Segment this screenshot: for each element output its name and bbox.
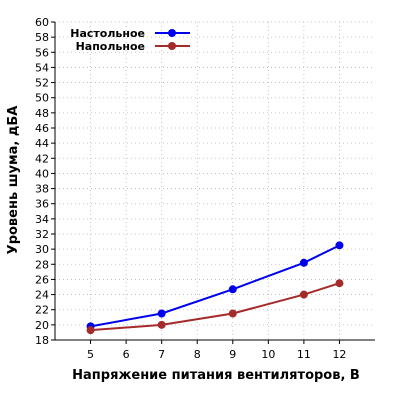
y-tick-label: 22	[35, 304, 49, 317]
data-point	[157, 320, 166, 329]
data-point	[228, 309, 237, 318]
x-tick-label: 6	[123, 348, 130, 361]
y-tick-label: 58	[35, 31, 49, 44]
y-tick-label: 52	[35, 77, 49, 90]
y-tick-label: 44	[35, 137, 49, 150]
y-tick-label: 20	[35, 319, 49, 332]
tick-labels: 1820222426283032343638404244464850525456…	[35, 16, 346, 361]
x-tick-label: 12	[332, 348, 346, 361]
y-tick-label: 60	[35, 16, 49, 29]
y-tick-label: 26	[35, 273, 49, 286]
y-tick-label: 30	[35, 243, 49, 256]
y-tick-label: 48	[35, 107, 49, 120]
x-tick-label: 5	[87, 348, 94, 361]
y-axis-title: Уровень шума, дБА	[6, 106, 21, 255]
data-point	[86, 326, 95, 335]
data-point	[335, 279, 344, 288]
y-tick-label: 28	[35, 258, 49, 271]
data-point	[299, 258, 308, 267]
y-tick-label: 56	[35, 46, 49, 59]
y-tick-label: 42	[35, 152, 49, 165]
series-group	[86, 241, 344, 335]
x-tick-label: 8	[194, 348, 201, 361]
data-point	[299, 290, 308, 299]
data-point	[157, 309, 166, 318]
y-tick-label: 36	[35, 198, 49, 211]
y-tick-label: 50	[35, 92, 49, 105]
grid	[55, 21, 375, 341]
y-tick-label: 32	[35, 228, 49, 241]
series-line-1	[90, 244, 340, 328]
legend-marker-1	[168, 29, 176, 37]
axes	[51, 21, 375, 344]
data-point	[335, 241, 344, 250]
legend-label-2: Напольное	[76, 40, 145, 53]
legend-marker-2	[168, 42, 176, 50]
x-axis-title: Напряжение питания вентиляторов, В	[72, 368, 360, 383]
y-tick-label: 38	[35, 183, 49, 196]
y-tick-label: 34	[35, 213, 49, 226]
y-tick-label: 46	[35, 122, 49, 135]
y-tick-label: 24	[35, 289, 49, 302]
y-tick-label: 18	[35, 334, 49, 347]
x-tick-label: 7	[158, 348, 165, 361]
y-tick-label: 40	[35, 167, 49, 180]
legend-label-1: Настольное	[70, 27, 145, 40]
x-tick-label: 10	[261, 348, 275, 361]
series-line-2	[90, 282, 340, 332]
y-tick-label: 54	[35, 61, 49, 74]
data-point	[228, 285, 237, 294]
x-tick-label: 9	[229, 348, 236, 361]
x-tick-label: 11	[297, 348, 311, 361]
